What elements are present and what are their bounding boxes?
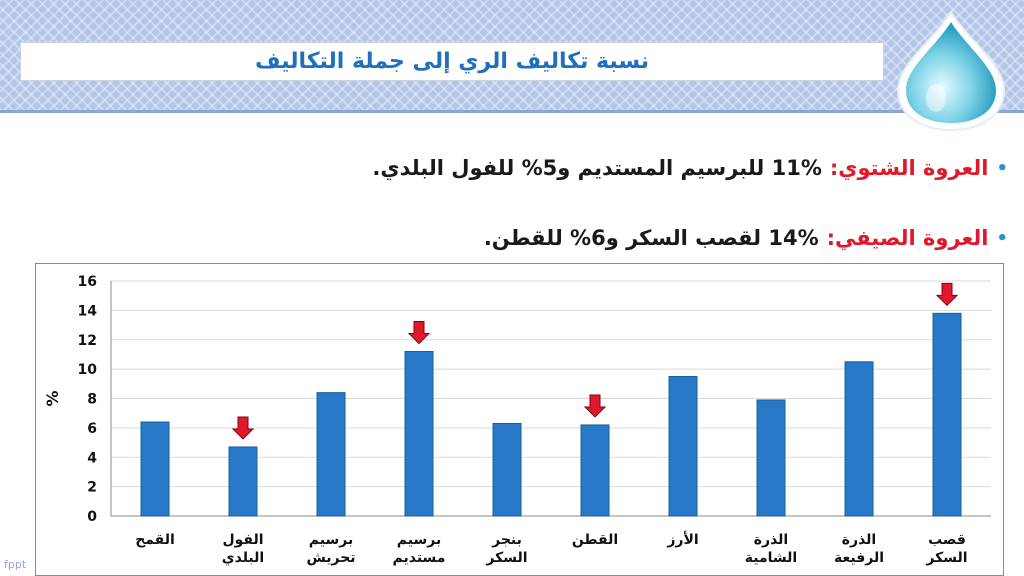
x-tick-label: السكر: [485, 550, 527, 566]
y-tick-label: 10: [78, 362, 98, 378]
y-tick-label: 4: [87, 450, 97, 466]
y-tick-label: 2: [87, 480, 97, 496]
bar: [492, 422, 522, 517]
x-tick-label: البلدي: [222, 550, 264, 567]
watermark: fppt: [4, 558, 27, 571]
title-box: نسبة تكاليف الري إلى جملة التكاليف: [20, 42, 884, 81]
y-tick-label: 16: [78, 274, 97, 290]
y-tick-label: 12: [78, 333, 97, 349]
x-tick-label: مستديم: [393, 550, 446, 566]
down-arrow-icon: [231, 416, 255, 440]
bar: [404, 351, 434, 517]
page-title: نسبة تكاليف الري إلى جملة التكاليف: [255, 49, 649, 74]
x-tick-label: برسيم: [397, 532, 441, 548]
y-tick-label: 0: [87, 509, 97, 525]
x-tick-label: الرفيعة: [834, 550, 884, 566]
down-arrow-icon: [407, 321, 431, 345]
y-axis-label: %: [43, 390, 62, 406]
bullet-list: • العروة الشتوي: 11% للبرسيم المستديم و5…: [248, 150, 1008, 290]
x-tick-label: قصب: [928, 532, 966, 548]
bullet-summer: • العروة الصيفي: 14% لقصب السكر و6% للقط…: [248, 220, 1008, 256]
x-tick-label: برسيم: [309, 532, 353, 548]
bullet-text: 14% لقصب السكر و6% للقطن.: [483, 226, 819, 250]
y-tick-label: 6: [87, 421, 97, 437]
bar-chart: 0 2 4 6 8 10 12 14 16% القمح الفول البلدي برسيم تحريش…: [43, 274, 991, 567]
down-arrow-icon: [583, 394, 607, 418]
bar: [756, 399, 786, 517]
water-drop-icon: [896, 10, 1006, 132]
x-tick-label: السكر: [925, 550, 967, 566]
bullet-key: العروة الصيفي:: [826, 226, 989, 250]
bullet-text: 11% للبرسيم المستديم و5% للفول البلدي.: [372, 156, 822, 180]
bar: [932, 312, 962, 517]
x-tick-label: القطن: [572, 532, 618, 548]
bullet-winter: • العروة الشتوي: 11% للبرسيم المستديم و5…: [248, 150, 1008, 186]
x-tick-label: الشامية: [745, 550, 797, 566]
x-tick-label: الذرة: [754, 532, 788, 548]
x-tick-label: الفول: [222, 532, 263, 548]
x-tick-label: تحريش: [306, 550, 355, 566]
bar: [316, 392, 346, 517]
bar: [228, 446, 258, 517]
bar: [580, 424, 610, 517]
down-arrow-icon: [935, 282, 959, 307]
bar: [140, 421, 170, 517]
y-tick-label: 8: [87, 392, 97, 408]
bullet-dot-icon: •: [996, 227, 1008, 249]
bar: [668, 375, 698, 517]
bullet-dot-icon: •: [996, 157, 1008, 179]
bullet-key: العروة الشتوي:: [829, 156, 989, 180]
bar: [844, 361, 874, 517]
x-tick-label: بنجر: [491, 532, 522, 548]
chart-frame: 0 2 4 6 8 10 12 14 16% القمح الفول البلدي برسيم تحريش…: [35, 263, 1004, 576]
x-tick-label: الأرز: [666, 531, 698, 548]
x-tick-label: الذرة: [842, 532, 876, 548]
y-tick-label: 14: [78, 303, 98, 319]
x-tick-label: القمح: [135, 532, 175, 548]
